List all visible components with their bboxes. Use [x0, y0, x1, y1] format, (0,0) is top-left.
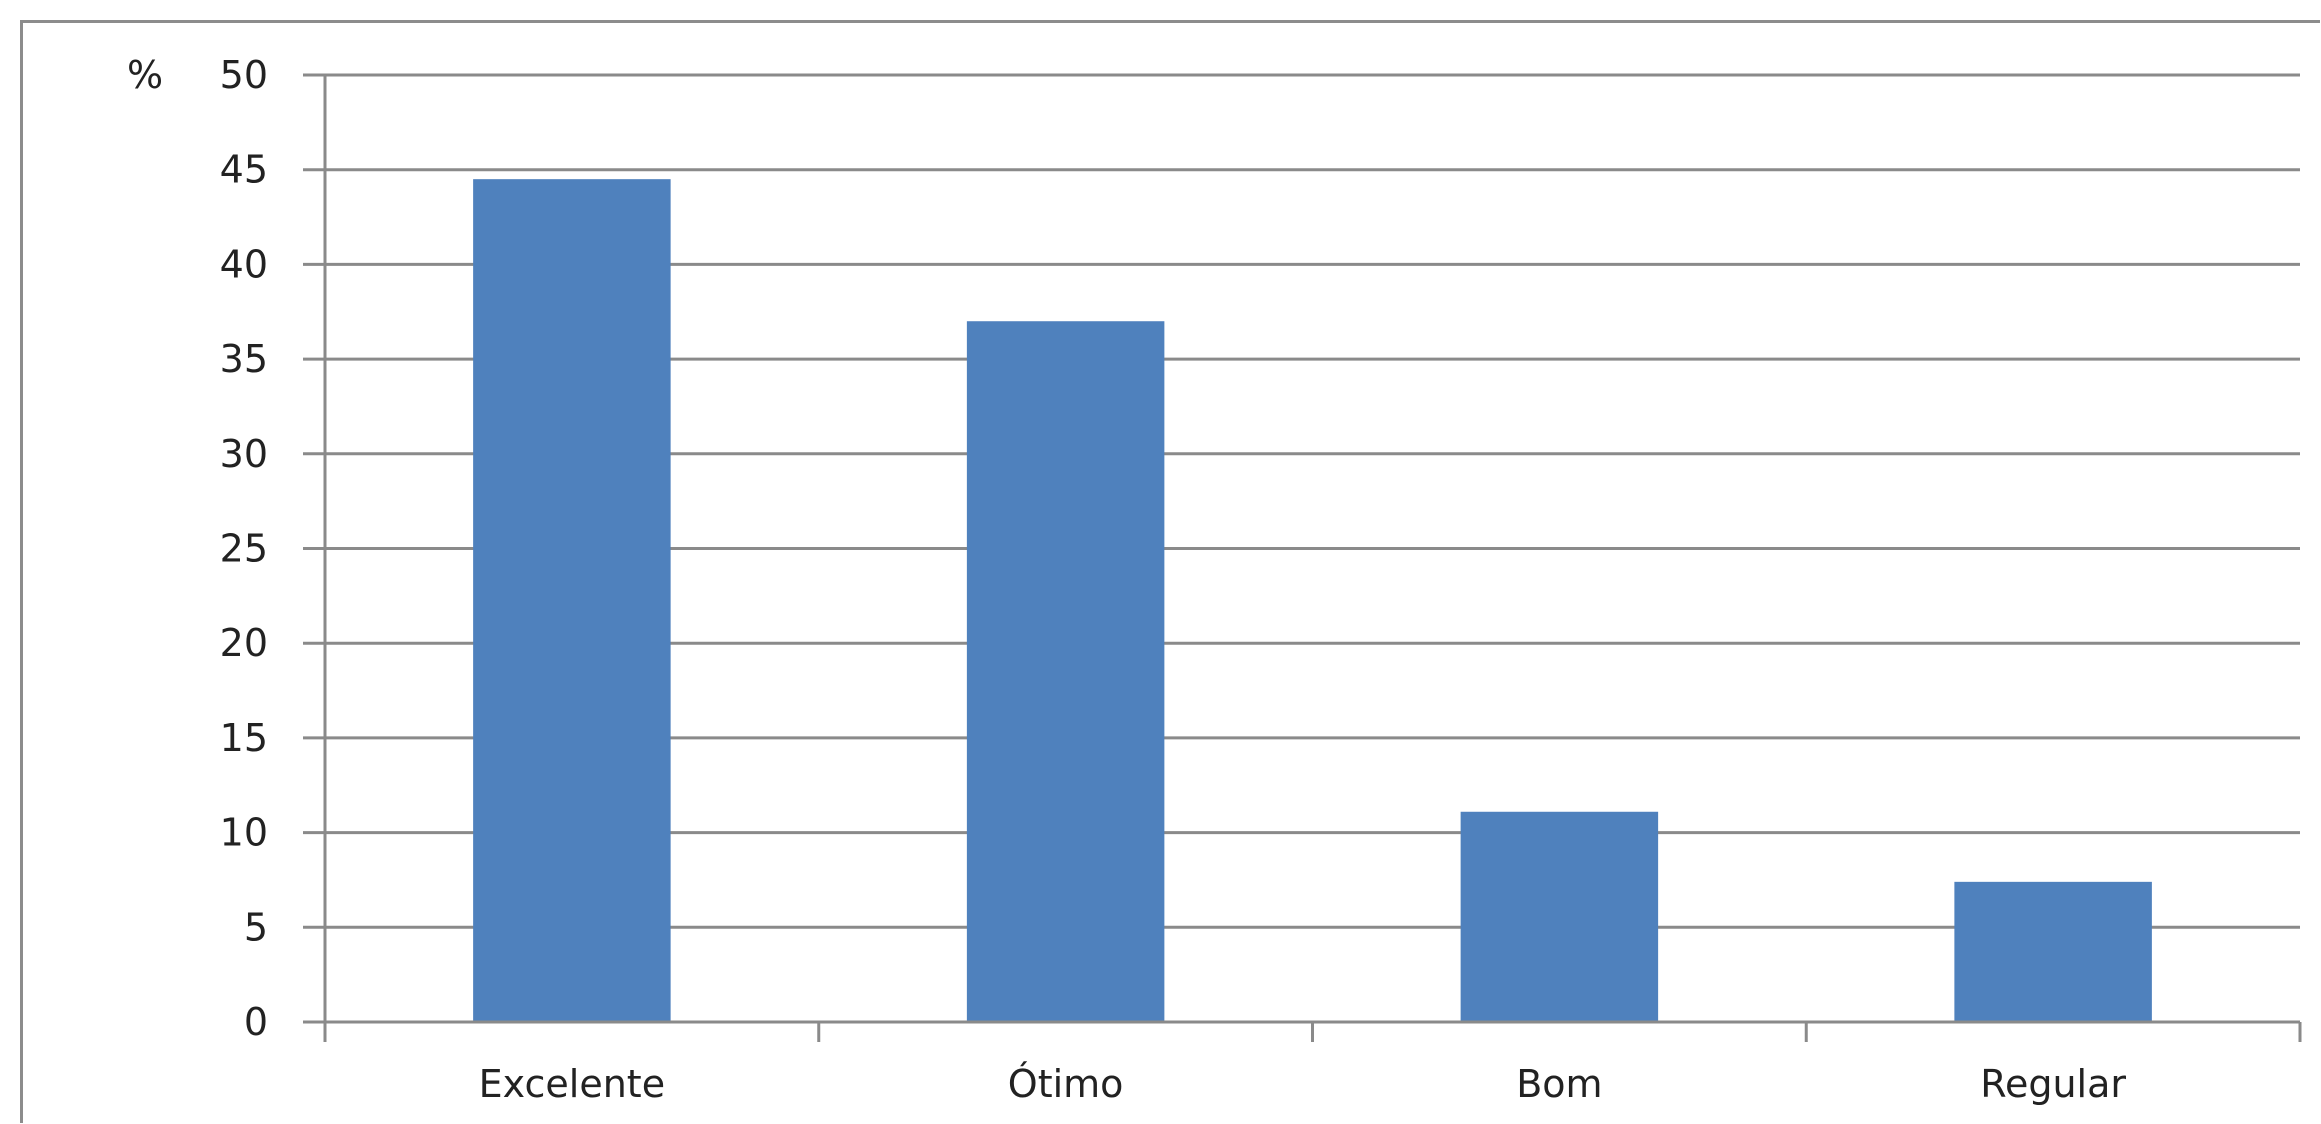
- axes: [303, 73, 2302, 1042]
- y-tick-label: 40: [220, 242, 268, 286]
- x-tick-labels: Excelente Ótimo Bom Regular: [479, 1062, 2127, 1106]
- y-tick-label: 45: [220, 148, 268, 192]
- bars: [473, 179, 2152, 1023]
- y-tick-label: 15: [220, 716, 268, 760]
- x-tick-label: Bom: [1516, 1062, 1602, 1106]
- chart-frame: [20, 20, 2320, 1123]
- y-tick-label: 25: [220, 527, 268, 571]
- y-tick-label: 0: [244, 1000, 268, 1044]
- bar-ótimo: [966, 321, 1165, 1023]
- bar-regular: [1954, 881, 2152, 1022]
- bar-bom: [1460, 811, 1659, 1022]
- x-tick-label: Excelente: [479, 1062, 665, 1106]
- y-tick-label: 35: [220, 337, 268, 381]
- y-tick-label: 20: [220, 621, 268, 665]
- y-tick-label: 50: [220, 53, 268, 97]
- y-tick-label: 10: [220, 811, 268, 855]
- y-tick-label: 30: [220, 432, 268, 476]
- y-axis-label: %: [127, 53, 163, 97]
- x-tick-label: Regular: [1980, 1062, 2126, 1106]
- bar-excelente: [473, 179, 671, 1023]
- y-tick-labels: 0 5 10 15 20 25 30 35 40 45 50: [220, 53, 268, 1044]
- gridlines: [325, 73, 2300, 929]
- x-tick-label: Ótimo: [1008, 1062, 1124, 1106]
- y-tick-label: 5: [244, 905, 268, 949]
